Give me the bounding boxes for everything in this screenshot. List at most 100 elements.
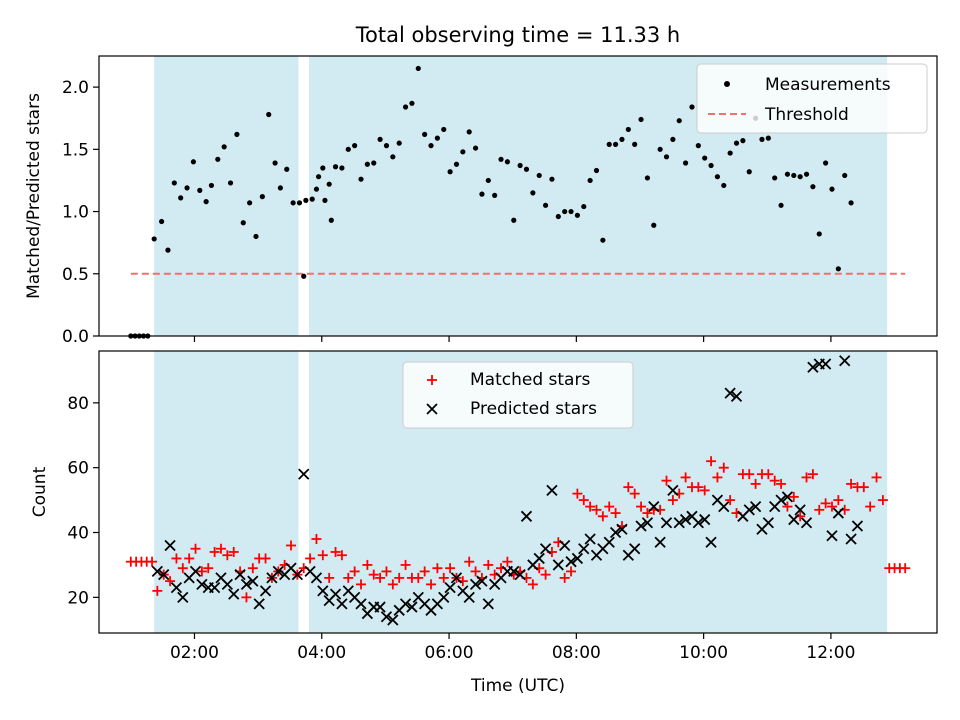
predicted-point-64 — [559, 539, 571, 552]
measurement-point-9 — [178, 195, 184, 201]
measurement-point-73 — [555, 213, 561, 220]
measurement-point-11 — [190, 159, 197, 165]
x-tick-label-3: 08:00 — [552, 643, 601, 663]
matched-point-46 — [413, 572, 424, 583]
predicted-point-106-b — [826, 530, 838, 542]
top-y-axis-label: Matched/Predicted stars — [24, 93, 44, 299]
predicted-point-23 — [298, 468, 310, 480]
predicted-point-14 — [240, 578, 253, 591]
predicted-point-36-b — [380, 611, 393, 623]
predicted-point-80-b — [660, 517, 673, 529]
predicted-point-91 — [730, 390, 743, 403]
top-ytick-label-3: 1.5 — [62, 140, 89, 160]
matched-point-77 — [610, 508, 621, 519]
measurement-point-34 — [301, 273, 307, 279]
predicted-point-68 — [584, 533, 596, 545]
measurement-point-84 — [625, 126, 631, 133]
measurement-point-65 — [504, 159, 510, 165]
measurement-point-56 — [447, 169, 453, 175]
predicted-point-75-b — [629, 543, 641, 555]
predicted-point-50-b — [469, 578, 482, 591]
matched-point-51 — [445, 563, 456, 574]
legend-predicted-label: Predicted stars — [470, 399, 597, 419]
measurement-point-10 — [184, 185, 190, 191]
predicted-point-61-b — [539, 543, 552, 555]
predicted-point-110 — [851, 520, 864, 532]
measurement-point-97 — [708, 162, 714, 169]
measurement-point-36 — [320, 165, 326, 171]
legend-measurements-marker — [724, 81, 730, 87]
measurement-point-90 — [663, 154, 670, 160]
predicted-point-11-b — [221, 578, 233, 591]
matched-point-64 — [527, 579, 538, 590]
matched-point-57 — [483, 559, 494, 570]
predicted-point-14-b — [240, 578, 253, 591]
predicted-point-108 — [839, 355, 851, 367]
predicted-point-107-b — [832, 507, 844, 519]
measurement-point-18 — [234, 131, 240, 137]
matched-point-110 — [820, 498, 831, 509]
predicted-point-41-b — [412, 591, 424, 603]
bottom-legend-box — [402, 361, 634, 429]
predicted-point-85 — [692, 517, 704, 529]
measurement-point-107 — [772, 175, 778, 181]
predicted-point-19-b — [272, 565, 284, 578]
predicted-point-91-b — [730, 390, 743, 403]
x-tick-label-5: 12:00 — [806, 643, 855, 663]
predicted-point-88-b — [711, 494, 724, 506]
predicted-point-105-b — [819, 358, 832, 370]
bottom-axes-frame — [98, 350, 938, 634]
measurement-point-47 — [390, 154, 396, 160]
predicted-point-80 — [660, 517, 673, 529]
predicted-point-25-b — [310, 572, 323, 584]
predicted-point-96-b — [762, 517, 774, 529]
predicted-point-81-b — [667, 484, 679, 497]
measurement-point-81 — [606, 141, 612, 147]
predicted-point-110-b — [851, 520, 864, 532]
predicted-point-67-b — [578, 543, 590, 555]
predicted-point-52 — [482, 598, 494, 610]
predicted-point-83-b — [679, 513, 692, 526]
matched-point-29 — [305, 553, 316, 564]
matched-point-22 — [260, 553, 271, 564]
measurement-point-19 — [240, 220, 246, 226]
predicted-point-32 — [355, 598, 367, 610]
predicted-point-37 — [387, 614, 399, 626]
measurement-point-113 — [810, 184, 816, 190]
measurement-point-35 — [313, 186, 320, 192]
measurement-point-15 — [215, 156, 221, 162]
top-legend: Measurements Threshold — [696, 63, 928, 134]
predicted-point-62 — [546, 484, 558, 497]
predicted-point-39 — [399, 598, 412, 610]
predicted-point-98 — [775, 494, 787, 506]
predicted-point-46 — [444, 581, 456, 594]
predicted-point-21-b — [285, 562, 297, 574]
predicted-point-42-b — [419, 598, 431, 610]
predicted-point-87-b — [705, 536, 717, 548]
bottom-y-axis: 20 40 60 80 — [67, 394, 99, 608]
x-axis-label: Time (UTC) — [470, 676, 565, 696]
measurement-point-22 — [259, 194, 265, 200]
predicted-point-4-b — [177, 591, 189, 603]
measurement-point-110 — [791, 172, 797, 179]
matched-point-105 — [788, 491, 799, 502]
predicted-point-10-b — [215, 572, 227, 584]
predicted-point-13 — [234, 569, 246, 581]
measurement-point-80 — [600, 237, 606, 243]
measurement-point-118 — [842, 172, 848, 179]
measurement-point-13 — [203, 199, 209, 205]
matched-point-60 — [502, 556, 513, 567]
measurement-point-67 — [517, 162, 523, 169]
measurement-point-23 — [266, 111, 272, 118]
matched-point-86 — [667, 495, 678, 506]
bottom-ytick-label-2: 60 — [67, 459, 89, 479]
top-legend-box — [696, 63, 928, 134]
predicted-point-29-b — [336, 598, 348, 610]
predicted-point-22 — [291, 569, 303, 581]
legend-predicted-marker — [426, 403, 438, 415]
matched-point-43 — [394, 572, 405, 583]
predicted-point-39-b — [399, 598, 412, 610]
matched-point-5 — [152, 585, 163, 596]
predicted-point-57-b — [514, 569, 526, 581]
